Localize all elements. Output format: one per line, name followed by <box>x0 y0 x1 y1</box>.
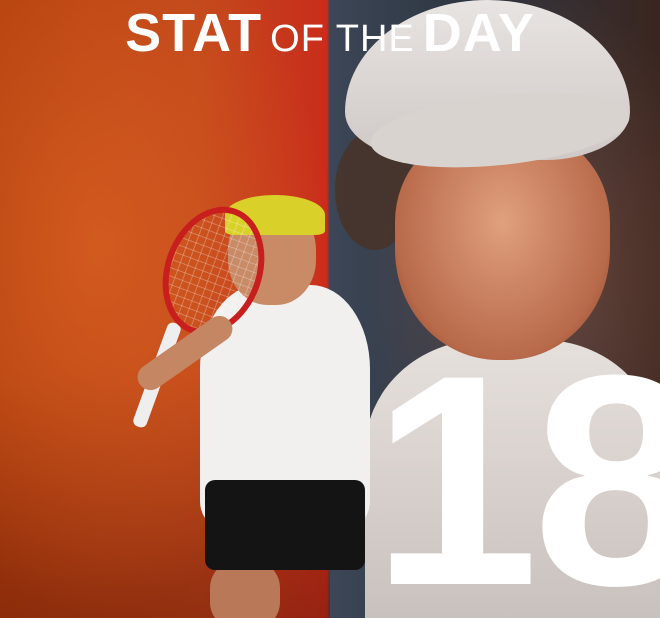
portrait-face <box>395 130 610 360</box>
portrait-shirt <box>365 340 660 618</box>
stat-number: 18 <box>372 312 660 618</box>
title-day: DAY <box>422 3 535 63</box>
poster-title: STAT OF THE DAY <box>0 2 660 64</box>
title-of-the: OF THE <box>270 18 415 60</box>
title-stat: STAT <box>125 3 263 63</box>
player-cap <box>225 195 325 235</box>
player-shorts <box>205 480 365 570</box>
